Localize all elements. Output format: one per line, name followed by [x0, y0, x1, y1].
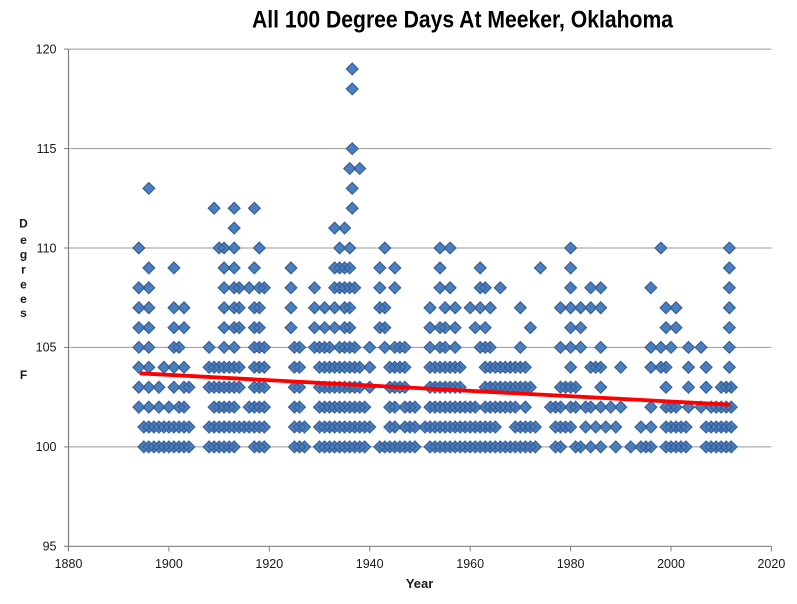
svg-text:2020: 2020: [757, 557, 785, 571]
svg-text:s: s: [20, 306, 27, 320]
svg-text:105: 105: [36, 341, 57, 355]
svg-text:100: 100: [36, 440, 57, 454]
svg-text:1980: 1980: [557, 557, 585, 571]
svg-text:g: g: [20, 248, 27, 262]
svg-text:F: F: [20, 368, 27, 382]
svg-text:1960: 1960: [456, 557, 484, 571]
svg-text:e: e: [20, 278, 27, 292]
svg-text:D: D: [19, 217, 28, 231]
svg-text:2000: 2000: [657, 557, 685, 571]
svg-text:120: 120: [36, 42, 57, 56]
svg-text:95: 95: [43, 540, 57, 554]
svg-text:1880: 1880: [55, 557, 83, 571]
svg-text:1900: 1900: [155, 557, 183, 571]
svg-text:1940: 1940: [356, 557, 384, 571]
svg-text:110: 110: [37, 241, 57, 255]
svg-text:e: e: [20, 233, 27, 247]
svg-text:Year: Year: [406, 576, 433, 591]
svg-text:115: 115: [37, 142, 57, 156]
svg-text:1920: 1920: [255, 557, 283, 571]
svg-text:e: e: [20, 292, 27, 306]
svg-text:r: r: [21, 263, 26, 277]
svg-text:All 100 Degree Days At Meeker,: All 100 Degree Days At Meeker, Oklahoma: [252, 7, 674, 34]
